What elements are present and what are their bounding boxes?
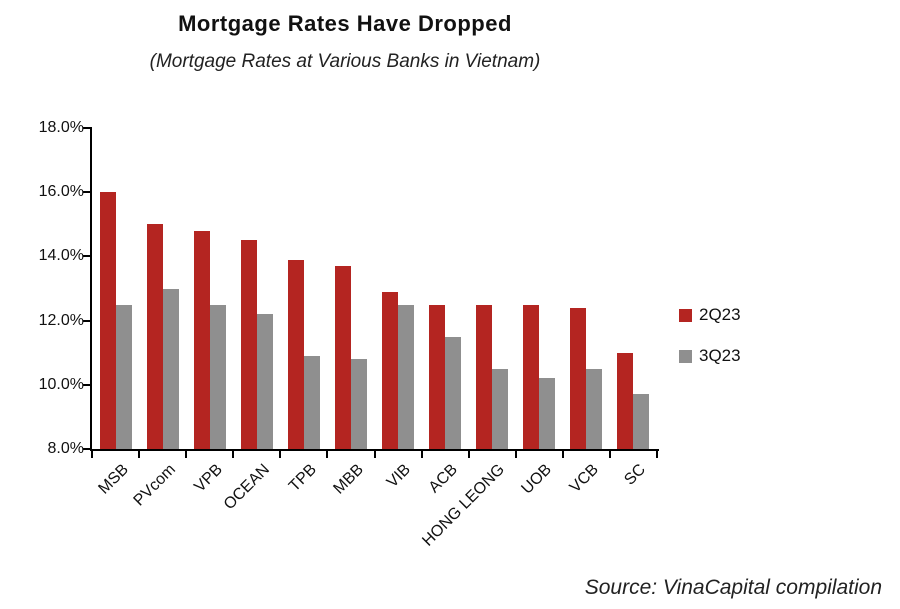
y-axis-tick [83, 255, 90, 258]
chart-subtitle: (Mortgage Rates at Various Banks in Viet… [149, 51, 541, 72]
chart-title: Mortgage Rates Have Dropped [178, 11, 512, 36]
bar-2q23-pvcom [146, 224, 163, 449]
y-axis-label: 18.0% [38, 119, 84, 136]
x-axis-tick [91, 451, 93, 458]
x-axis-tick [185, 451, 188, 458]
bar-3q23-uob [539, 378, 556, 449]
bar-3q23-sc [633, 394, 650, 449]
y-axis-label: 8.0% [47, 440, 84, 457]
bar-2q23-uob [523, 304, 540, 449]
bar-3q23-hong-leong [492, 368, 509, 449]
bar-3q23-msb [115, 304, 132, 449]
plot-area: 8.0% 10.0% 12.0% 14.0% 16.0% 18.0% MSB PVcom VPB… [39, 120, 659, 550]
x-axis-tick [561, 451, 564, 458]
source-note: Source: VinaCapital compilation [584, 576, 882, 599]
bar-2q23-acb [429, 304, 446, 449]
y-axis-tick [83, 127, 90, 129]
legend-label: 3Q23 [699, 346, 741, 365]
bar-3q23-acb [445, 336, 462, 449]
bar-2q23-mbb [334, 266, 351, 449]
bar-2q23-vcb [570, 307, 587, 449]
bar-3q23-vcb [586, 368, 603, 449]
bar-3q23-pvcom [162, 288, 179, 449]
bar-2q23-vib [382, 291, 399, 449]
x-axis-tick [279, 451, 282, 458]
bar-2q23-sc [617, 352, 634, 449]
y-axis-line [90, 127, 92, 450]
x-axis-tick [232, 451, 235, 458]
y-axis-label: 10.0% [38, 375, 84, 393]
bar-3q23-vpb [209, 304, 226, 449]
bar-3q23-tpb [303, 355, 320, 449]
legend-item-2q23: 2Q23 [679, 305, 741, 325]
y-axis-tick [83, 448, 90, 450]
y-axis-label: 16.0% [38, 183, 84, 201]
y-axis-tick [83, 383, 90, 386]
x-axis-tick [514, 451, 517, 458]
legend-item-3q23: 3Q23 [679, 346, 741, 366]
x-axis-tick [420, 451, 423, 458]
bar-2q23-hong-leong [476, 304, 493, 449]
bar-2q23-msb [99, 192, 116, 449]
bar-2q23-tpb [287, 259, 304, 449]
bar-3q23-vib [398, 304, 415, 449]
bar-3q23-ocean [256, 314, 273, 449]
y-axis-label: 14.0% [38, 247, 84, 265]
x-axis-tick [467, 451, 470, 458]
legend: 2Q23 3Q23 [679, 305, 741, 387]
legend-label: 2Q23 [699, 305, 741, 324]
x-axis-tick [608, 451, 611, 458]
legend-swatch-icon [679, 308, 692, 322]
x-axis-tick [326, 451, 329, 458]
bar-2q23-ocean [240, 240, 257, 449]
y-axis-tick [83, 191, 90, 194]
x-axis-tick [138, 451, 141, 458]
legend-swatch-icon [679, 349, 692, 363]
x-axis-tick [656, 451, 658, 458]
y-axis-tick [83, 319, 90, 322]
y-axis-label: 12.0% [38, 311, 84, 329]
x-axis-tick [373, 451, 376, 458]
bar-2q23-vpb [193, 230, 210, 449]
bar-3q23-mbb [350, 359, 367, 449]
x-axis-line [90, 449, 659, 451]
